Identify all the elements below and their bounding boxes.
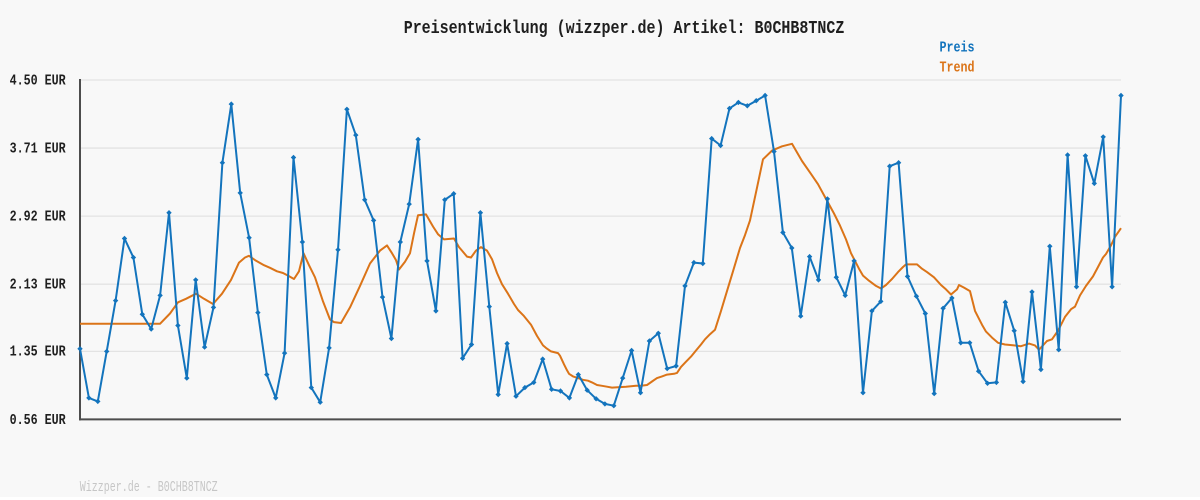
svg-text:2.13 EUR: 2.13 EUR [10,277,66,294]
svg-text:0.56 EUR: 0.56 EUR [10,413,66,430]
svg-text:Preis: Preis [940,40,975,57]
svg-text:Preisentwicklung (wizzper.de): Preisentwicklung (wizzper.de) Artikel: B… [404,19,845,40]
svg-text:Wizzper.de - B0CHB8TNCZ: Wizzper.de - B0CHB8TNCZ [80,478,218,496]
svg-text:4.50 EUR: 4.50 EUR [10,73,66,90]
svg-text:Trend: Trend [940,60,975,77]
svg-text:1.35 EUR: 1.35 EUR [10,345,66,362]
svg-text:3.71 EUR: 3.71 EUR [10,141,66,158]
svg-text:2.92 EUR: 2.92 EUR [10,209,66,226]
